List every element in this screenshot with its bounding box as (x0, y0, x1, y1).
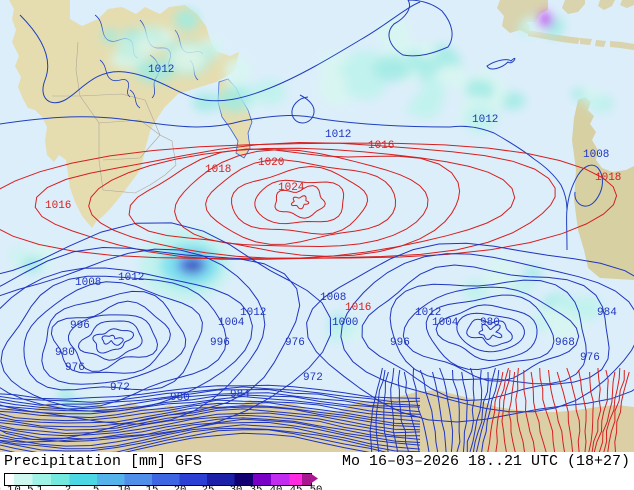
svg-text:1018: 1018 (595, 172, 621, 184)
svg-text:976: 976 (65, 362, 85, 374)
svg-text:1004: 1004 (218, 317, 245, 329)
svg-text:1004: 1004 (432, 317, 459, 329)
svg-text:972: 972 (303, 372, 323, 384)
svg-text:996: 996 (70, 320, 90, 332)
svg-text:1012: 1012 (148, 64, 174, 76)
svg-text:1018: 1018 (205, 164, 231, 176)
svg-text:1012: 1012 (118, 272, 144, 284)
svg-text:980: 980 (55, 347, 75, 359)
svg-text:1008: 1008 (75, 277, 101, 289)
svg-text:1016: 1016 (345, 302, 371, 314)
svg-text:1008: 1008 (583, 149, 609, 161)
svg-text:1008: 1008 (320, 292, 346, 304)
svg-text:1016: 1016 (368, 140, 394, 152)
svg-text:976: 976 (285, 337, 305, 349)
svg-text:984: 984 (597, 307, 617, 319)
svg-text:996: 996 (210, 337, 230, 349)
svg-text:972: 972 (110, 382, 130, 394)
svg-text:980: 980 (480, 317, 500, 329)
svg-text:976: 976 (580, 352, 600, 364)
svg-text:1012: 1012 (472, 114, 498, 126)
svg-text:1016: 1016 (45, 200, 71, 212)
svg-text:968: 968 (555, 337, 575, 349)
svg-text:1000: 1000 (332, 317, 358, 329)
svg-text:1024: 1024 (278, 182, 305, 194)
svg-text:980: 980 (170, 392, 190, 404)
svg-text:996: 996 (390, 337, 410, 349)
svg-text:1020: 1020 (258, 157, 284, 169)
svg-text:984: 984 (230, 389, 250, 401)
svg-text:1012: 1012 (325, 129, 351, 141)
